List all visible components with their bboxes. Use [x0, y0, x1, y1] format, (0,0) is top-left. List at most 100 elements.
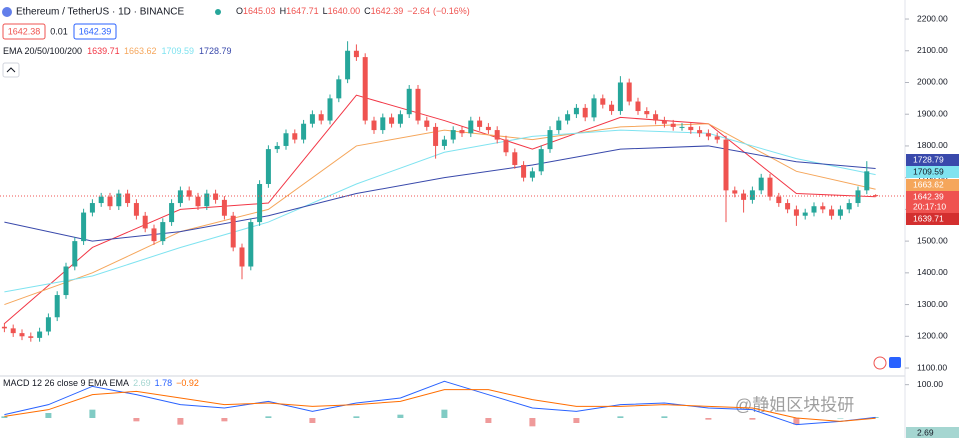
candle-body	[89, 203, 95, 213]
candle-body	[1, 326, 7, 329]
y-tick-label: 1100.00	[917, 362, 947, 372]
candle-body	[19, 333, 25, 337]
candle-body	[529, 171, 535, 178]
last-price-label: 1642.39	[913, 191, 944, 201]
candle-body	[230, 215, 236, 248]
ema-legend: EMA 20/50/100/200 1639.71 1663.62 1709.59 17…	[3, 46, 232, 56]
candle-body	[283, 133, 289, 146]
ema-price-box	[906, 213, 959, 225]
candle-body	[450, 130, 456, 140]
macd-histogram-bar	[89, 409, 96, 418]
candle-body	[318, 114, 324, 121]
bid-box	[2, 23, 46, 40]
macd-histogram-bar	[221, 418, 228, 422]
ema-title: EMA 20/50/100/200	[3, 46, 82, 56]
y-tick-label: 2200.00	[917, 13, 948, 23]
candle-body	[221, 199, 227, 216]
ema-line	[4, 123, 876, 306]
change: −2.64	[407, 6, 430, 16]
candle-body	[433, 126, 439, 146]
y-tick-label: 1500.00	[917, 235, 948, 245]
macd-histogram-bar	[133, 418, 140, 422]
candle-body	[679, 126, 685, 128]
ema-price-label: 1639.71	[913, 213, 944, 223]
macd-histogram-bar	[793, 418, 800, 425]
ohlc-key: C	[364, 6, 371, 16]
y-tick-label: 1800.00	[917, 140, 948, 150]
candle-body	[468, 120, 474, 134]
candle-body	[837, 209, 843, 216]
macd-axis-label: 2.69	[917, 427, 934, 437]
ema-price-label: 1709.59	[913, 166, 944, 176]
collapse-button[interactable]	[2, 62, 20, 78]
candle-body	[380, 117, 386, 131]
candle-body	[151, 228, 157, 242]
macd-histogram-bar	[265, 416, 272, 418]
y-tick-label: 1400.00	[917, 267, 948, 277]
candle-body	[98, 196, 104, 204]
macd-histogram-bar	[749, 418, 756, 420]
y-tick-label: 2000.00	[917, 77, 948, 87]
candle-body	[10, 328, 16, 334]
ema-price-label: 1663.62	[913, 179, 944, 189]
candle-body	[705, 133, 711, 137]
macd-value: −0.92	[176, 378, 199, 388]
candle-body	[353, 50, 359, 58]
candle-body	[142, 215, 148, 229]
symbol-icon	[2, 7, 12, 17]
candle-body	[767, 177, 773, 197]
macd-histogram-bar	[705, 418, 712, 420]
y-tick-label: 2100.00	[917, 45, 948, 55]
candle-body	[741, 193, 747, 200]
candle-body	[371, 120, 377, 131]
ohlc-value: 1642.39	[371, 6, 404, 16]
candle-body	[37, 331, 43, 338]
candle-body	[204, 193, 210, 207]
candle-body	[688, 126, 694, 131]
y-tick-label: 100.00	[917, 379, 943, 389]
macd-histogram-bar	[837, 418, 844, 419]
flag-icon[interactable]	[889, 357, 901, 368]
ohlc-legend: O1645.03 H1647.71 L1640.00 C1642.39 −2.64 (−0…	[236, 6, 470, 16]
candle-body	[723, 139, 729, 191]
candle-body	[758, 177, 764, 191]
change-pct: (−0.16%)	[433, 6, 470, 16]
candle-body	[125, 193, 131, 204]
candle-body	[582, 107, 588, 118]
ema-line	[4, 145, 876, 242]
candle-body	[362, 57, 368, 121]
y-tick-label: 1900.00	[917, 108, 948, 118]
candle-body	[81, 212, 87, 242]
candle-body	[239, 247, 245, 267]
candle-body	[591, 98, 597, 118]
ema-line	[4, 94, 876, 324]
candle-body	[749, 190, 755, 200]
y-tick-label: 1200.00	[917, 331, 948, 341]
macd-histogram-bar	[441, 409, 448, 418]
candle-body	[820, 206, 826, 210]
macd-histogram-bar	[45, 413, 52, 418]
candle-body	[600, 98, 606, 105]
macd-value-box	[906, 427, 959, 438]
candle-body	[670, 123, 676, 127]
collapse-icon	[6, 67, 16, 73]
ohlc-key: H	[280, 6, 287, 16]
ema-price-box	[906, 154, 959, 166]
bid: 1642.38	[8, 26, 41, 36]
candle-body	[565, 114, 571, 121]
candle-body	[512, 152, 518, 165]
candle-body	[107, 196, 113, 207]
spread: 0.01	[50, 26, 68, 36]
y-tick-label: 1300.00	[917, 299, 948, 309]
alert-icon[interactable]	[873, 356, 887, 370]
chart-title: Ethereum / TetherUS · 1D · BINANCE	[16, 7, 185, 18]
candle-body	[521, 164, 527, 178]
macd-title: MACD 12 26 close 9 EMA EMA	[3, 378, 129, 388]
candle-body	[873, 195, 879, 197]
market-status-dot	[215, 9, 221, 15]
candle-body	[503, 139, 509, 153]
candle-body	[177, 190, 183, 204]
ema-price-box	[906, 179, 959, 191]
